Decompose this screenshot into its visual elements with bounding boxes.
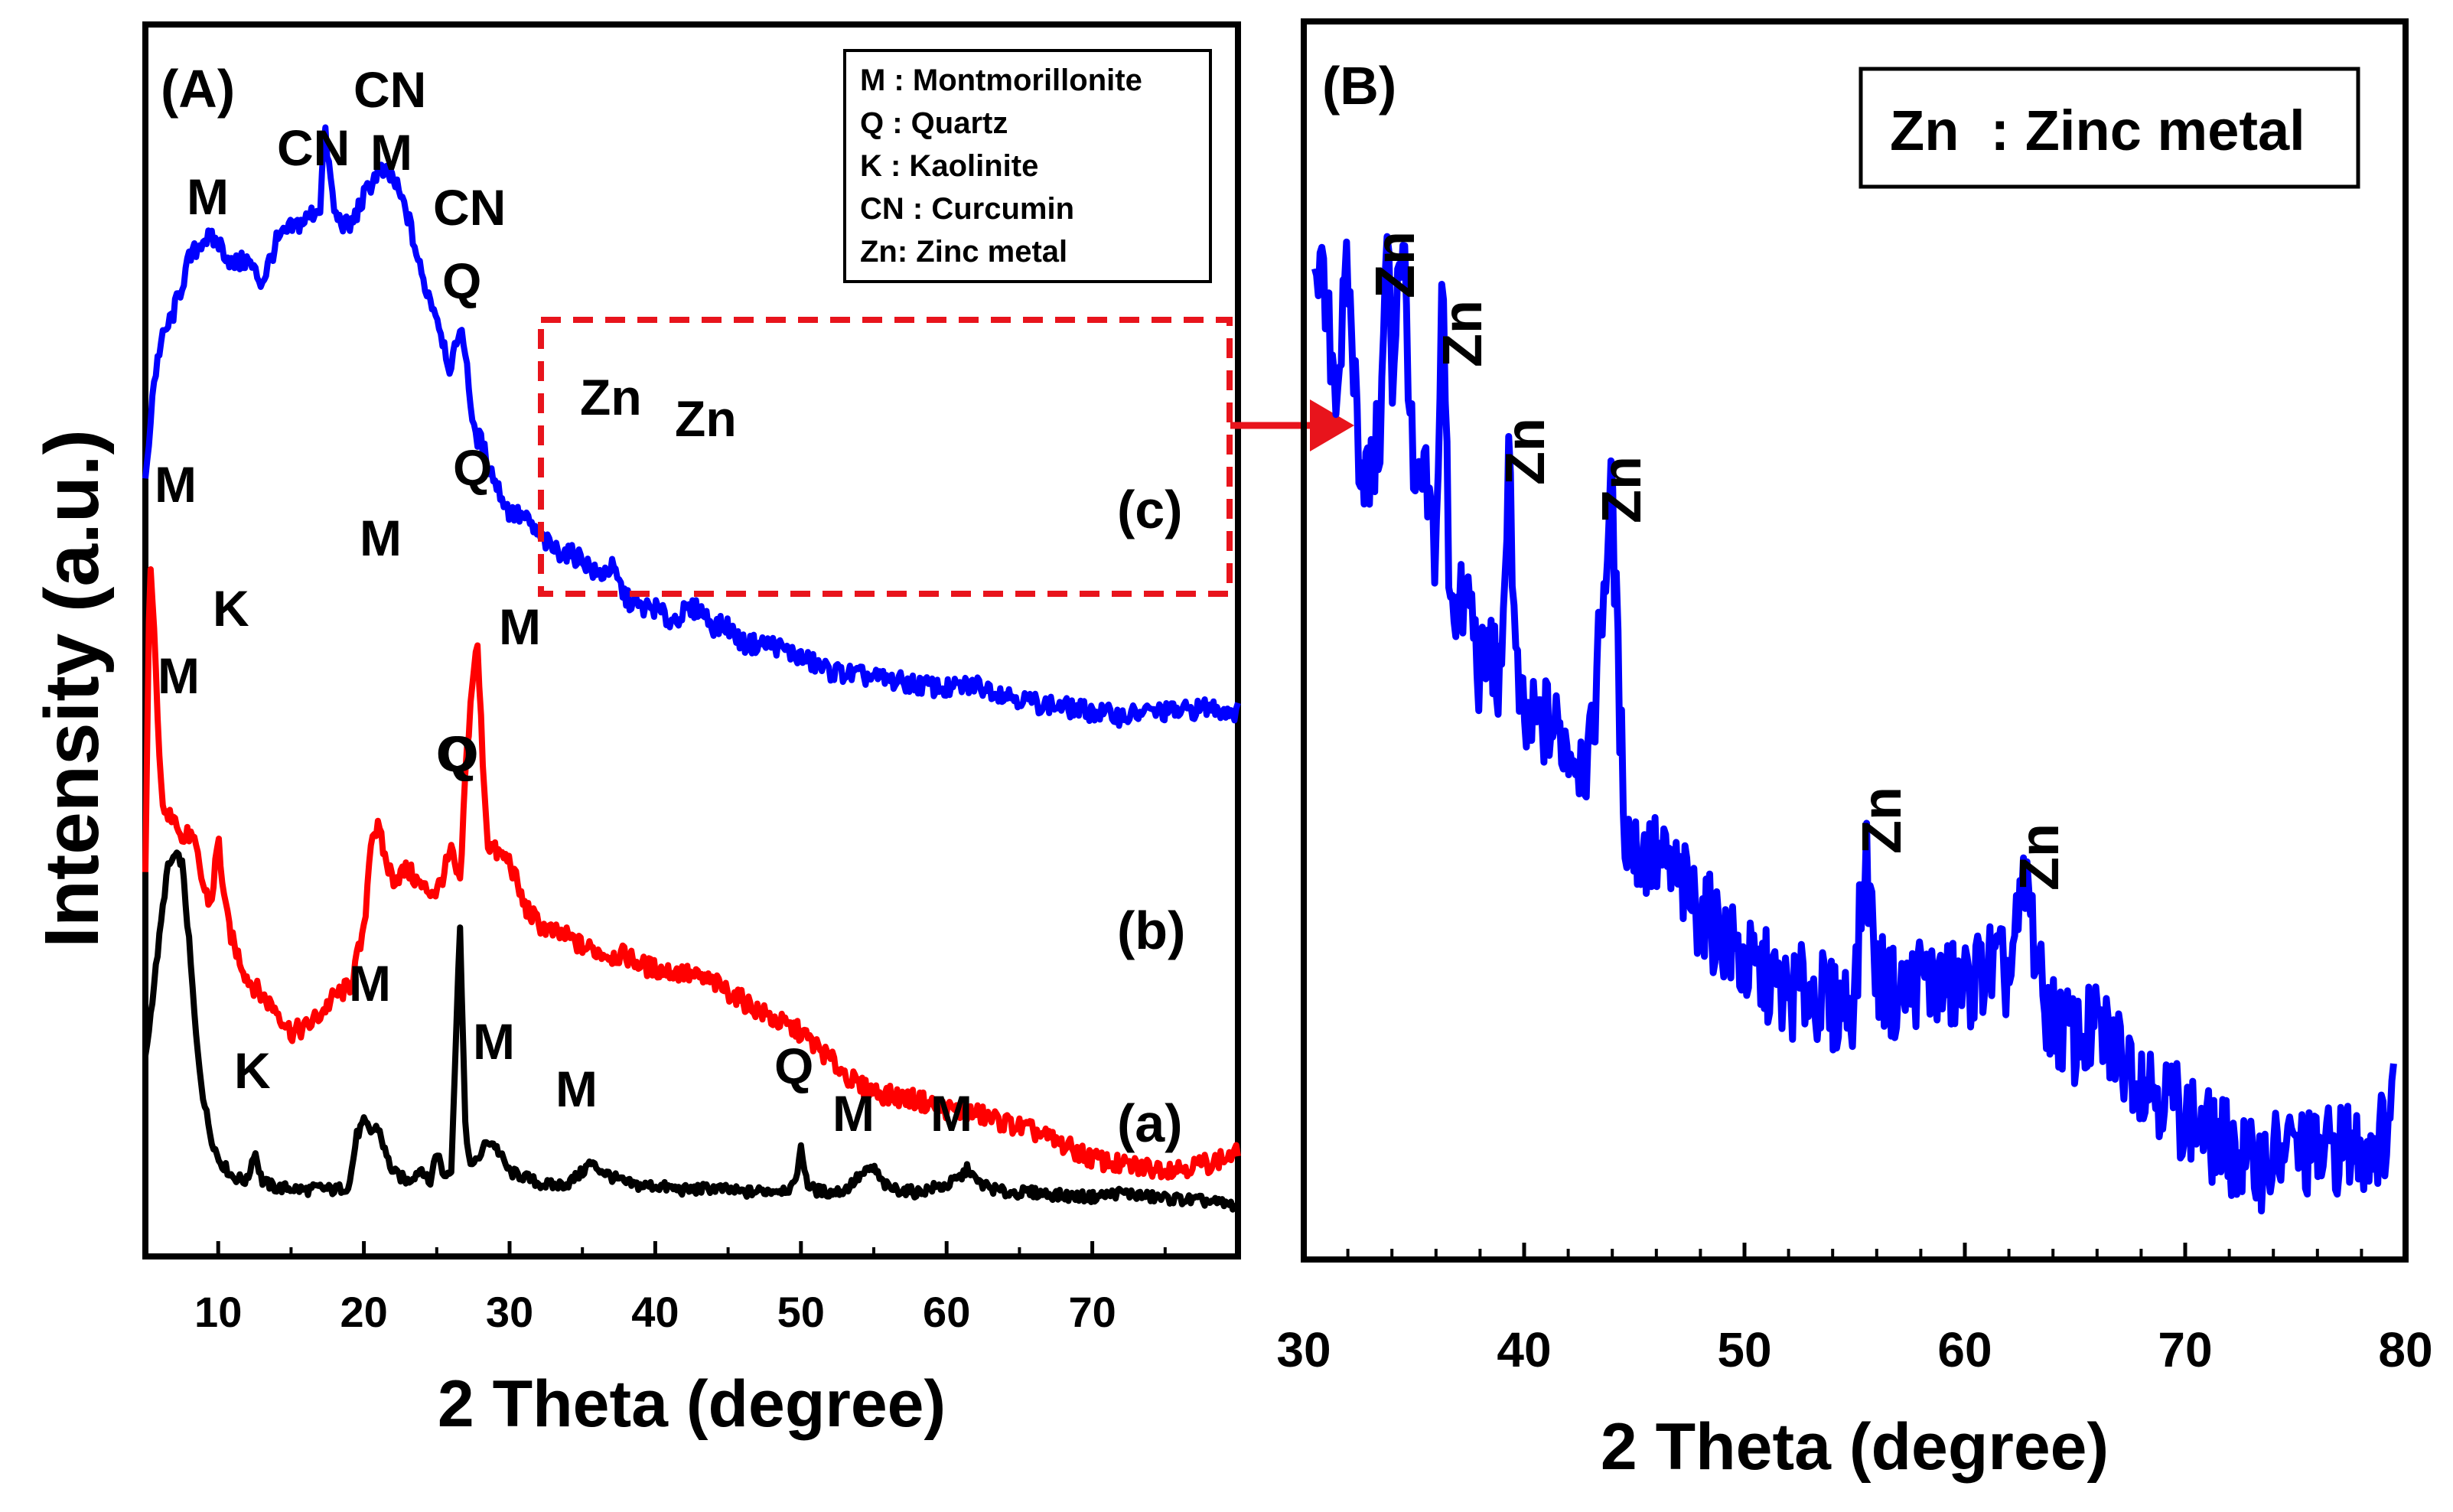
peak-zoom-zn-3: Zn <box>1495 418 1556 485</box>
peak-a-m-3: M <box>473 1013 515 1070</box>
peak-a-m-4: M <box>555 1061 598 1117</box>
series-a-label: (a) <box>1117 1093 1183 1153</box>
panel-a-x-tick-label: 50 <box>777 1288 825 1336</box>
peak-zoom-zn-1: Zn <box>1365 231 1426 298</box>
panel-b-x-tick-label: 30 <box>1276 1322 1331 1377</box>
peak-b-m-1: M <box>155 456 197 513</box>
y-axis-title: Intensity (a.u.) <box>29 429 115 948</box>
panel-b-frame <box>1301 18 2409 1263</box>
legend-a: M : Montmorillonite Q : Quartz K : Kaoli… <box>843 49 1212 283</box>
peak-b-k-1: K <box>213 580 249 637</box>
panel-b-x-tick-label: 50 <box>1717 1322 1771 1377</box>
panel-b-x-tick-label: 60 <box>1937 1322 1992 1377</box>
peak-zoom-zn-5: Zn <box>1852 787 1913 854</box>
panel-b-label: (B) <box>1322 56 1396 116</box>
panel-a-label: (A) <box>161 59 235 119</box>
peak-c-zn-2: Zn <box>675 390 737 447</box>
panel-a-x-tick-label: 20 <box>340 1288 387 1336</box>
panel-b-x-axis-title: 2 Theta (degree) <box>1601 1410 2109 1484</box>
peak-zoom-zn-6: Zn <box>2009 823 2070 891</box>
panel-b: 30 40 50 60 70 80 (B) Zn : Zinc metal Zn Zn Z… <box>1276 18 2433 1484</box>
peak-c-m-2: M <box>370 124 412 181</box>
panel-b-x-tick-label: 80 <box>2378 1322 2432 1377</box>
peak-c-zn-1: Zn <box>580 369 642 425</box>
zoom-series-line <box>1311 233 2397 1215</box>
panel-a-series <box>142 124 1241 1213</box>
series-b-label: (b) <box>1117 901 1185 960</box>
peak-zoom-zn-4: Zn <box>1591 456 1653 523</box>
peak-a-m-6: M <box>930 1085 972 1142</box>
panel-a-x-tick-label: 40 <box>631 1288 679 1336</box>
panel-b-x-tick-label: 70 <box>2158 1322 2212 1377</box>
panel-b-x-ticks: 30 40 50 60 70 80 <box>1276 1243 2433 1377</box>
series-a-line <box>142 849 1241 1213</box>
legend-item-m: M : Montmorillonite <box>860 64 1142 97</box>
peak-b-m-3: M <box>499 598 541 655</box>
legend-b: Zn : Zinc metal <box>1858 67 2360 189</box>
peak-b-q-1: Q <box>453 439 492 496</box>
legend-item-zn: Zn: Zinc metal <box>860 235 1067 269</box>
panel-a-x-tick-label: 10 <box>194 1288 242 1336</box>
peak-a-k-1: K <box>234 1042 271 1099</box>
panel-a-x-axis-title: 2 Theta (degree) <box>438 1367 946 1441</box>
panel-a: 10 20 30 40 50 60 70 M : Montmorillonite Q : Q… <box>29 21 1354 1441</box>
legend-item-q: Q : Quartz <box>860 106 1008 140</box>
peak-c-cn-3: CN <box>433 179 506 236</box>
peak-a-m-5: M <box>832 1085 875 1142</box>
series-c-label: (c) <box>1117 480 1183 539</box>
series-c-line <box>142 124 1241 729</box>
peak-a-q-1: Q <box>439 725 478 782</box>
peak-zoom-zn-2: Zn <box>1432 300 1494 367</box>
peak-a-m-1: M <box>158 647 200 704</box>
zoom-arrow-head-icon <box>1310 399 1354 451</box>
legend-item-cn: CN : Curcumin <box>860 192 1074 226</box>
series-b-line <box>142 566 1241 1181</box>
peak-a-q-2: Q <box>774 1038 813 1094</box>
panel-a-x-tick-label: 60 <box>923 1288 970 1336</box>
peak-c-cn-1: CN <box>277 119 350 176</box>
peak-c-q-1: Q <box>442 253 481 309</box>
panel-b-x-tick-label: 40 <box>1497 1322 1551 1377</box>
panel-b-series <box>1311 233 2397 1215</box>
panel-a-x-ticks: 10 20 30 40 50 60 70 <box>144 1241 1167 1336</box>
peak-a-m-2: M <box>349 955 391 1012</box>
peak-c-cn-2: CN <box>353 61 426 118</box>
peak-c-m-1: M <box>187 168 229 225</box>
panel-a-frame <box>142 21 1241 1259</box>
peak-b-q-2: Q <box>436 725 475 782</box>
legend-b-frame <box>1858 67 2360 189</box>
legend-item-k: K : Kaolinite <box>860 149 1038 183</box>
panel-a-x-tick-label: 30 <box>486 1288 533 1336</box>
legend-a-frame <box>843 49 1212 283</box>
panel-a-x-tick-label: 70 <box>1068 1288 1116 1336</box>
peak-b-m-2: M <box>360 510 402 566</box>
legend-b-item-zn: Zn : Zinc metal <box>1890 99 2305 162</box>
